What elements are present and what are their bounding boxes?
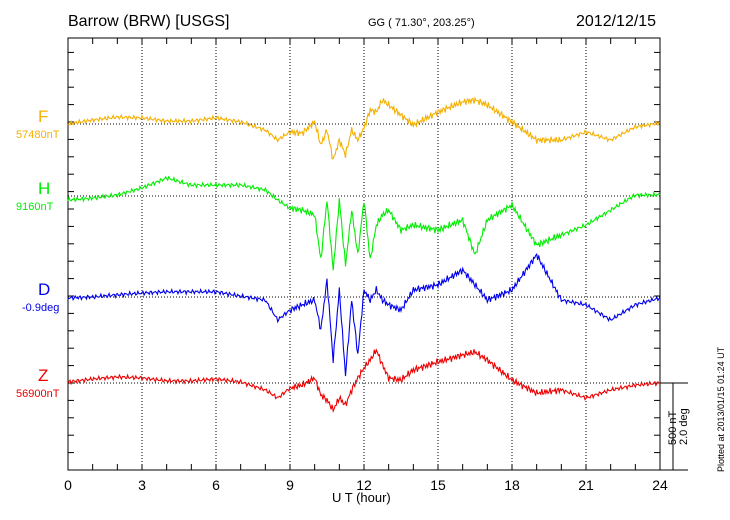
chart-date: 2012/12/15 — [576, 13, 657, 30]
series-baseline-Z: 56900nT — [16, 388, 60, 400]
station-coordinates: GG ( 71.30°, 203.25°) — [368, 17, 475, 29]
x-tick-label: 3 — [138, 477, 146, 493]
x-tick-label: 21 — [578, 477, 594, 493]
series-baseline-H: 9160nT — [16, 201, 54, 213]
x-tick-label: 15 — [430, 477, 446, 493]
series-name-H: H — [38, 179, 51, 198]
series-name-F: F — [38, 107, 49, 126]
series-line-H — [67, 175, 661, 271]
x-tick-label: 9 — [286, 477, 294, 493]
chart-title: Barrow (BRW) [USGS] — [68, 13, 230, 30]
series-line-D — [67, 252, 661, 377]
series-name-D: D — [38, 280, 51, 299]
x-tick-label: 24 — [652, 477, 668, 493]
x-tick-label: 18 — [504, 477, 520, 493]
x-axis-label: U T (hour) — [332, 490, 391, 505]
series-name-Z: Z — [38, 366, 49, 385]
series-line-F — [67, 96, 661, 160]
x-tick-label: 12 — [356, 477, 372, 493]
series-line-Z — [67, 348, 661, 414]
x-tick-label: 6 — [212, 477, 220, 493]
x-tick-label: 0 — [64, 477, 72, 493]
series-baseline-F: 57480nT — [16, 129, 60, 141]
series-baseline-D: -0.9deg — [22, 302, 60, 314]
